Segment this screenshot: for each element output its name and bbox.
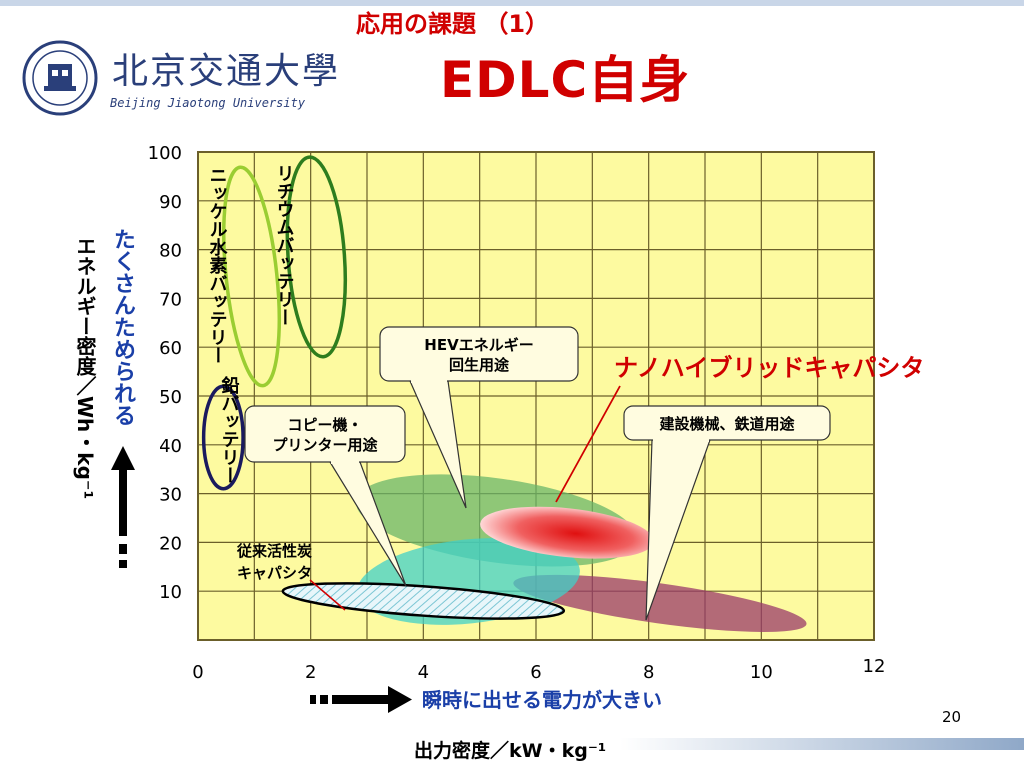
y-tick-label: 30 — [159, 485, 182, 506]
activated-carbon-label-line2: キャパシタ — [237, 564, 312, 582]
copy-callout-box — [244, 405, 406, 463]
university-name: 北京交通大學 — [112, 51, 341, 92]
construction-callout-seam — [653, 437, 709, 442]
y-tick-label: 90 — [159, 192, 182, 213]
bottom-decoration-bar — [620, 738, 1024, 750]
university-seal-icon — [22, 40, 98, 116]
lithium-region — [285, 155, 348, 359]
top-frame-band — [0, 0, 1024, 6]
hev-callout-text: 回生用途 — [449, 356, 510, 374]
hev-callout-text: HEVエネルギー — [424, 336, 533, 354]
activated-carbon-leader — [309, 579, 346, 611]
nano-hybrid-leader — [555, 385, 621, 503]
y-tick-label: 50 — [159, 387, 182, 408]
construction-region — [513, 574, 807, 632]
y-tick-label: 100 — [148, 143, 182, 164]
right-arrow-icon — [310, 686, 412, 713]
university-name-english: Beijing Jiaotong University — [110, 96, 306, 110]
up-arrow-icon — [111, 446, 135, 568]
copy-callout-seam — [331, 459, 359, 464]
nickel-region — [222, 165, 281, 388]
y-axis-hint: たくさんためられる — [110, 228, 135, 426]
construction-callout-box — [623, 405, 831, 441]
activated-carbon-region — [281, 582, 566, 620]
nano-hybrid-region — [480, 506, 654, 559]
copy-callout-text: コピー機・ — [287, 416, 362, 434]
x-tick-label: 4 — [418, 662, 429, 683]
y-tick-label: 10 — [159, 582, 182, 603]
x-tick-label: 0 — [192, 662, 203, 683]
lithium-label: リチウムバッテリー — [274, 164, 295, 326]
y-tick-label: 70 — [159, 289, 182, 310]
x-tick-label: 6 — [530, 662, 541, 683]
x-tick-label: 2 — [305, 662, 316, 683]
x-tick-label: 8 — [643, 662, 654, 683]
lead-region — [201, 384, 245, 491]
y-tick-label: 80 — [159, 241, 182, 262]
x-axis-hint: 瞬時に出せる電力が大きい — [422, 688, 662, 712]
x-axis-title: 出力密度／kW・kg⁻¹ — [414, 740, 607, 762]
y-tick-label: 20 — [159, 533, 182, 554]
page-number: 20 — [942, 708, 962, 726]
nickel-label: ニッケル水素バッテリー — [207, 166, 228, 364]
slide-subtitle: 応用の課題 （1） — [356, 10, 550, 38]
y-tick-label: 40 — [159, 436, 182, 457]
hev-callout-seam — [411, 378, 447, 383]
activated-carbon-label-line1: 従来活性炭 — [236, 542, 312, 560]
slide-title: EDLC自身 — [440, 51, 691, 109]
lead-label: 鉛バッテリー — [219, 375, 240, 484]
nano-hybrid-label: ナノハイブリッドキャパシタ — [614, 354, 924, 382]
y-tick-label: 60 — [159, 338, 182, 359]
x-tick-label: 12 — [863, 656, 886, 677]
y-axis-title: エネルギー密度／Wh・kg⁻¹ — [73, 236, 97, 500]
x-tick-label: 10 — [750, 662, 773, 683]
hev-callout-box — [379, 326, 579, 382]
construction-callout-text: 建設機械、鉄道用途 — [659, 415, 795, 433]
copy-callout-text: プリンター用途 — [272, 436, 378, 454]
